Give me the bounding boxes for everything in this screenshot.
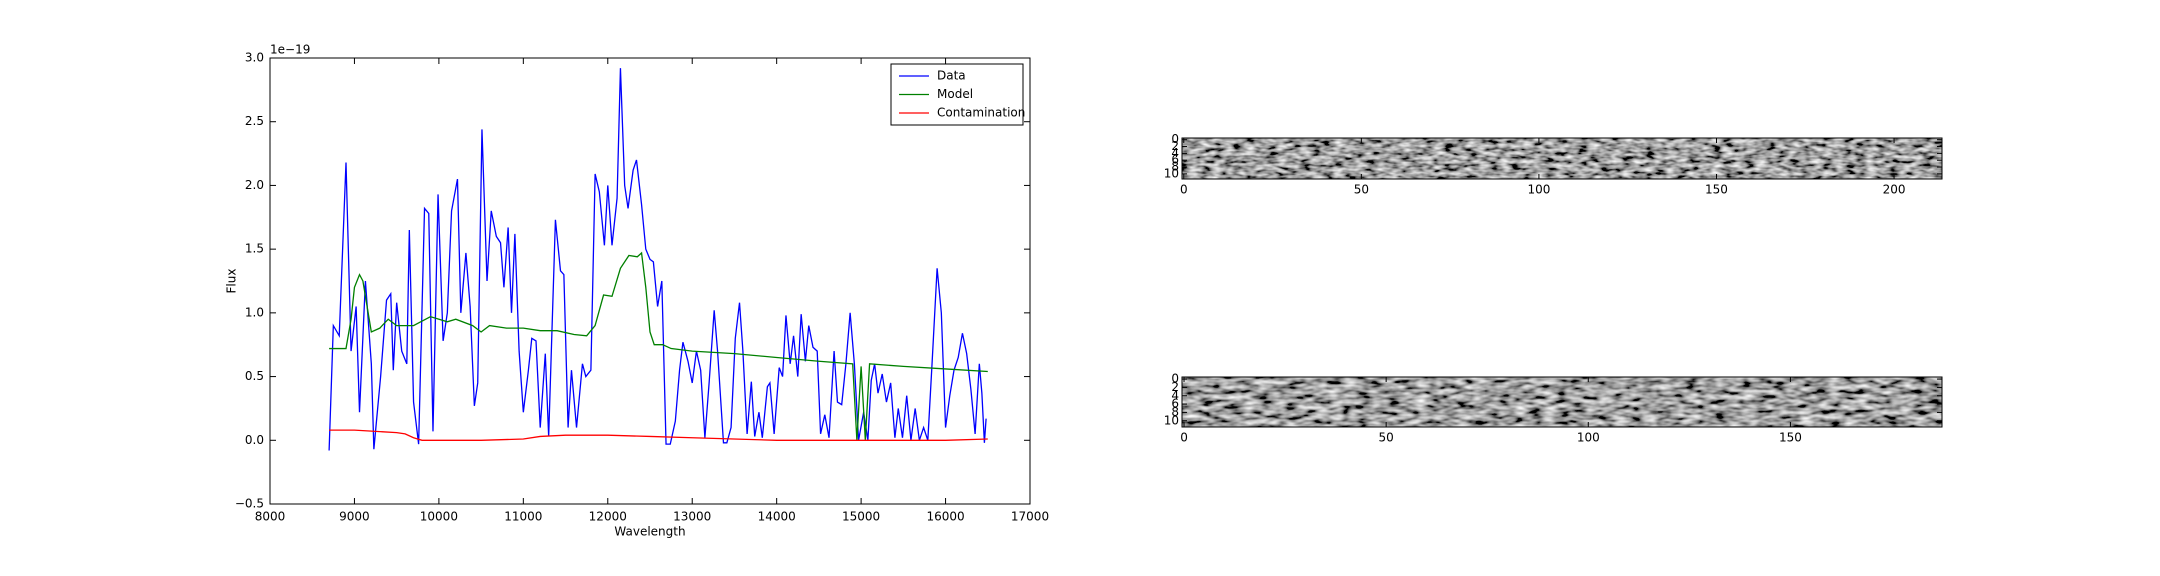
x-tick-label: 0: [1180, 431, 1188, 445]
series-line: [328, 68, 987, 451]
x-tick-label: 16000: [926, 510, 964, 524]
x-tick-label: 12000: [589, 510, 627, 524]
y-tick-label: 4: [1171, 388, 1179, 402]
axes-frame: [269, 57, 1031, 505]
x-tick-label: 100: [1527, 183, 1550, 197]
x-tick-label: 50: [1379, 431, 1394, 445]
y-tick-label: 1.5: [245, 242, 264, 256]
y-axis-label: Flux: [225, 269, 239, 294]
x-tick-label: 15000: [842, 510, 880, 524]
y-tick-label: 6: [1171, 153, 1179, 167]
x-tick-label: 13000: [673, 510, 711, 524]
y-tick-label: 8: [1171, 405, 1179, 419]
y-tick-label: 1.0: [245, 305, 264, 319]
x-tick-label: 8000: [255, 510, 286, 524]
y-tick-label: 0: [1171, 372, 1179, 386]
y-tick-label: 0.5: [245, 369, 264, 383]
y-offset-text: 1e−19: [270, 43, 310, 57]
y-tick-label: 8: [1171, 160, 1179, 174]
image-frame: [1181, 137, 1943, 180]
x-tick-label: 14000: [758, 510, 796, 524]
legend-label: Model: [937, 87, 973, 101]
legend-label: Data: [937, 69, 966, 83]
x-tick-label: 0: [1180, 183, 1188, 197]
image-frame: [1181, 376, 1943, 428]
x-tick-label: 150: [1705, 183, 1728, 197]
y-tick-label: 2.5: [245, 114, 264, 128]
y-tick-label: −0.5: [235, 497, 264, 511]
y-tick-label: 0.0: [245, 433, 264, 447]
y-tick-label: 2: [1171, 380, 1179, 394]
legend: Data Model Contamination: [890, 63, 1025, 126]
series-line: [329, 429, 988, 441]
image: [1182, 138, 1942, 179]
y-tick-label: 2.0: [245, 178, 264, 192]
y-tick-label: 4: [1171, 146, 1179, 160]
y-tick-label: 10: [1164, 413, 1179, 427]
x-tick-label: 50: [1354, 183, 1369, 197]
legend-label: Contamination: [937, 106, 1025, 120]
y-tick-label: 6: [1171, 397, 1179, 411]
x-tick-label: 10000: [420, 510, 458, 524]
image: [1182, 377, 1942, 427]
x-tick-label: 150: [1779, 431, 1802, 445]
y-tick-label: 3.0: [245, 51, 264, 65]
x-tick-label: 11000: [504, 510, 542, 524]
y-tick-label: 2: [1171, 139, 1179, 153]
y-tick-label: 10: [1164, 166, 1179, 180]
series-line: [329, 251, 988, 441]
x-axis-label: Wavelength: [614, 525, 685, 539]
x-tick-label: 100: [1577, 431, 1600, 445]
y-tick-label: 0: [1171, 132, 1179, 146]
x-tick-label: 9000: [339, 510, 370, 524]
x-tick-label: 17000: [1011, 510, 1049, 524]
x-tick-label: 200: [1883, 183, 1906, 197]
